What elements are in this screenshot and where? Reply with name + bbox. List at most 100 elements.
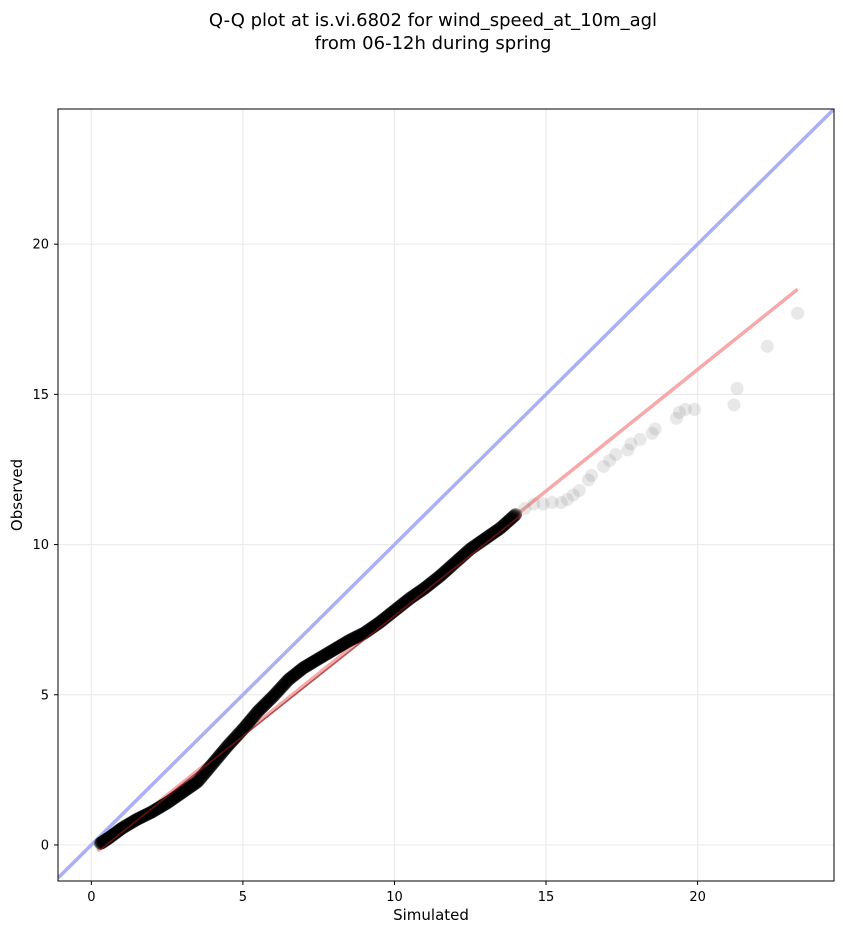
quantile-point <box>441 562 455 576</box>
quantile-point <box>346 632 360 646</box>
quantile-point <box>250 705 264 719</box>
quantile-point <box>108 826 122 840</box>
quantile-point <box>246 710 260 724</box>
quantile-point <box>285 670 299 684</box>
quantile-point <box>414 583 428 597</box>
quantile-point <box>174 786 188 800</box>
y-axis-label: Observed <box>8 459 26 531</box>
quantile-point <box>426 574 440 588</box>
quantile-point <box>344 633 358 647</box>
quantile-point <box>296 661 310 675</box>
quantile-point <box>496 519 510 533</box>
quantile-point <box>150 802 164 816</box>
quantile-point <box>409 587 423 601</box>
quantile-point <box>151 801 165 815</box>
quantile-point <box>485 527 499 541</box>
quantile-point <box>487 526 501 540</box>
quantile-point <box>283 671 297 685</box>
quantile-point <box>325 644 339 658</box>
quantile-point <box>329 641 343 655</box>
quantile-point <box>304 656 318 670</box>
quantile-point <box>258 698 272 712</box>
quantile-point <box>284 671 298 685</box>
quantile-point <box>507 509 521 523</box>
quantile-point <box>111 824 125 838</box>
quantile-point <box>354 628 368 642</box>
quantile-point <box>502 514 516 528</box>
quantile-point <box>446 557 460 571</box>
quantile-point <box>432 570 446 584</box>
quantile-point <box>324 644 338 658</box>
quantile-point <box>185 779 199 793</box>
quantile-point <box>242 715 256 729</box>
quantile-point <box>243 714 257 728</box>
quantile-point <box>275 679 289 693</box>
quantile-point <box>167 791 181 805</box>
quantile-point <box>275 680 289 694</box>
quantile-point <box>338 636 352 650</box>
quantile-point <box>118 819 132 833</box>
quantile-point <box>327 643 341 657</box>
quantile-point <box>341 634 355 648</box>
quantile-point <box>406 589 420 603</box>
quantile-point <box>290 666 304 680</box>
quantile-point <box>107 827 121 841</box>
quantile-point <box>125 815 139 829</box>
quantile-point <box>484 527 498 541</box>
quantile-point <box>110 825 124 839</box>
quantile-point <box>142 807 156 821</box>
quantile-point <box>492 522 506 536</box>
quantile-point <box>263 693 277 707</box>
quantile-point <box>293 663 307 677</box>
quantile-point <box>241 716 255 730</box>
quantile-point <box>166 792 180 806</box>
quantile-point <box>272 683 286 697</box>
quantile-point <box>270 686 284 700</box>
quantile-point <box>490 523 504 537</box>
quantile-point <box>190 775 204 789</box>
quantile-point-tail <box>624 437 638 451</box>
quantile-point <box>339 635 353 649</box>
quantile-point <box>207 755 221 769</box>
quantile-point <box>252 703 266 717</box>
quantile-point <box>240 717 254 731</box>
quantile-point <box>408 588 422 602</box>
quantile-point <box>147 804 161 818</box>
quantile-point <box>224 735 238 749</box>
quantile-point <box>418 581 432 595</box>
quantile-point <box>208 754 222 768</box>
quantile-point <box>264 692 278 706</box>
x-tick-label: 20 <box>689 890 706 905</box>
quantile-point <box>228 731 242 745</box>
quantile-point <box>222 738 236 752</box>
quantile-point <box>111 824 125 838</box>
quantile-point <box>236 722 250 736</box>
quantile-point <box>506 510 520 524</box>
quantile-point <box>168 791 182 805</box>
quantile-point-tail <box>645 426 659 440</box>
quantile-point-tail <box>621 443 635 457</box>
quantile-point <box>220 740 234 754</box>
quantile-point <box>255 700 269 714</box>
x-tick-label: 5 <box>239 890 247 905</box>
quantile-point <box>281 673 295 687</box>
quantile-point <box>420 579 434 593</box>
quantile-point <box>340 635 354 649</box>
quantile-point-tail <box>648 422 662 436</box>
quantile-point <box>194 771 208 785</box>
quantile-point <box>276 678 290 692</box>
quantile-point <box>483 529 497 543</box>
quantile-point <box>259 696 273 710</box>
quantile-point <box>251 704 265 718</box>
quantile-point <box>425 576 439 590</box>
quantile-point <box>329 642 343 656</box>
quantile-point <box>205 758 219 772</box>
quantile-point-tail <box>560 493 574 507</box>
quantile-point <box>305 656 319 670</box>
quantile-point <box>147 803 161 817</box>
quantile-point <box>337 637 351 651</box>
quantile-point <box>423 577 437 591</box>
quantile-point <box>239 718 253 732</box>
quantile-point <box>195 769 209 783</box>
quantile-point <box>414 584 428 598</box>
